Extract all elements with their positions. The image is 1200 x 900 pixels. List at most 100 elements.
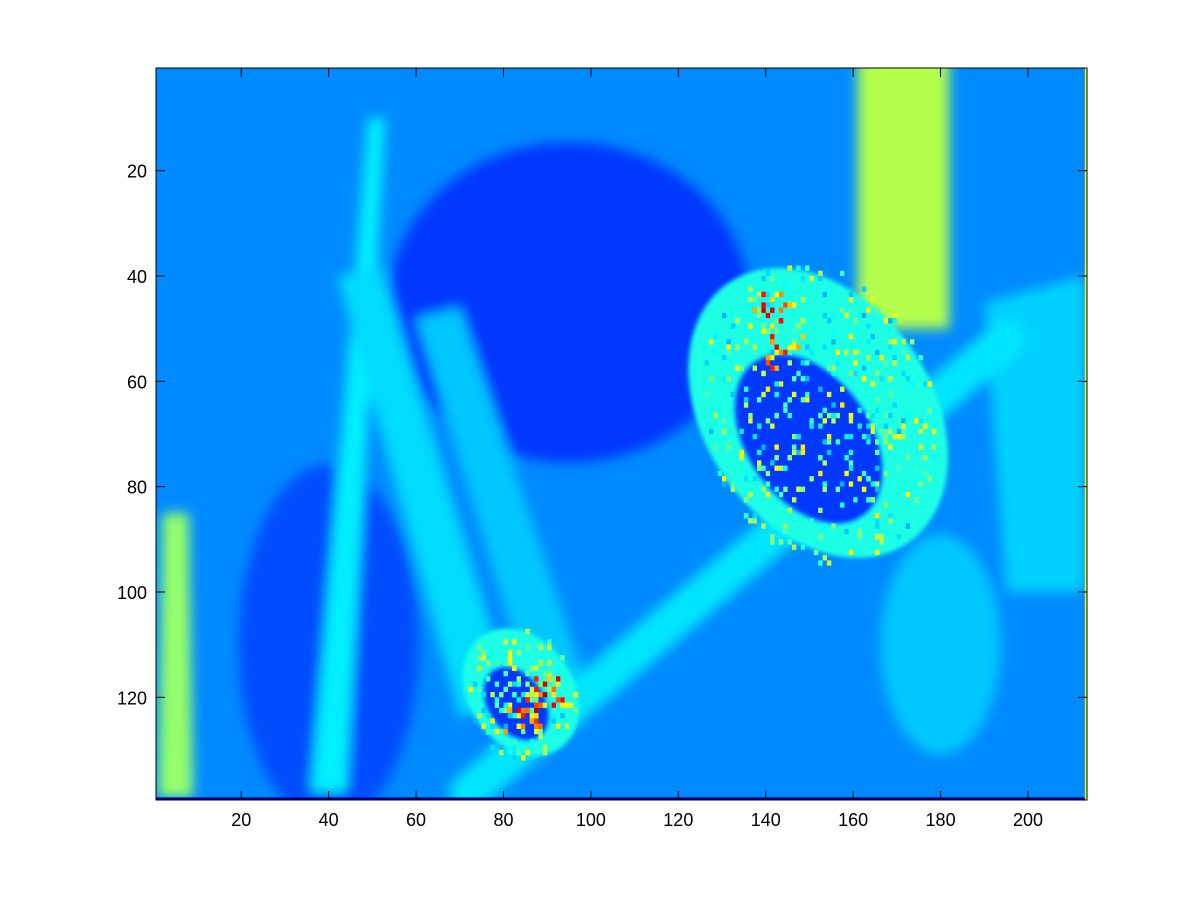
speckle-pixel — [778, 491, 784, 498]
speckle-pixel — [748, 418, 753, 424]
speckle-pixel — [875, 328, 880, 334]
speckle-pixel — [547, 686, 552, 693]
hot-pixel — [555, 697, 561, 703]
speckle-pixel — [848, 449, 854, 456]
speckle-pixel — [800, 376, 806, 382]
speckle-pixel — [726, 376, 731, 382]
speckle-pixel — [905, 491, 910, 498]
speckle-pixel — [761, 523, 766, 529]
speckle-pixel — [499, 692, 504, 698]
speckle-pixel — [822, 291, 827, 298]
speckle-pixel — [477, 655, 482, 661]
speckle-pixel — [743, 386, 749, 392]
speckle-pixel — [918, 418, 924, 424]
speckle-pixel — [875, 512, 880, 519]
speckle-pixel — [564, 723, 570, 729]
speckle-pixel — [857, 349, 862, 356]
speckle-pixel — [931, 455, 937, 461]
speckle-pixel — [879, 428, 884, 434]
hot-spot — [752, 291, 792, 329]
hot-pixel — [761, 291, 766, 298]
speckle-pixel — [534, 665, 539, 671]
speckle-pixel — [756, 423, 762, 429]
speckle-pixel — [901, 423, 906, 429]
speckle-pixel — [547, 670, 552, 677]
speckle-pixel — [818, 423, 823, 429]
hot-pixel — [770, 365, 775, 371]
speckle-pixel — [761, 486, 766, 492]
speckle-pixel — [870, 512, 876, 519]
speckle-pixel — [765, 491, 771, 498]
hot-pixel-peak — [783, 349, 788, 356]
speckle-pixel — [892, 312, 897, 319]
hot-pixel — [761, 302, 766, 308]
speckle-pixel — [481, 707, 487, 714]
speckle-pixel — [542, 749, 548, 756]
speckle-pixel — [835, 355, 841, 361]
speckle-pixel — [905, 355, 910, 361]
hot-pixel — [529, 718, 535, 724]
y-tick-label: 100 — [117, 583, 147, 603]
speckle-pixel — [507, 655, 513, 661]
speckle-pixel — [756, 449, 762, 456]
speckle-pixel — [783, 281, 788, 287]
speckle-pixel — [752, 476, 757, 482]
speckle-pixel — [743, 476, 749, 482]
hot-pixel — [525, 697, 530, 703]
speckle-pixel — [866, 423, 871, 429]
speckle-pixel — [560, 655, 565, 661]
speckle-pixel — [892, 318, 897, 324]
speckle-pixel — [892, 339, 897, 345]
x-tick-label: 20 — [231, 810, 251, 830]
speckle-pixel — [555, 723, 561, 729]
speckle-pixel — [857, 476, 862, 482]
speckle-pixel — [481, 723, 487, 729]
speckle-pixel — [875, 465, 880, 471]
speckle-pixel — [901, 370, 906, 377]
speckle-pixel — [848, 481, 854, 487]
speckle-pixel — [791, 302, 797, 308]
y-tick-label: 40 — [127, 267, 147, 287]
speckle-pixel — [761, 276, 766, 282]
x-tick-label: 60 — [406, 810, 426, 830]
speckle-pixel — [888, 512, 893, 519]
speckle-pixel — [870, 497, 876, 503]
speckle-pixel — [730, 391, 736, 398]
speckle-pixel — [783, 528, 788, 535]
speckle-pixel — [547, 644, 552, 650]
speckle-pixel — [805, 344, 810, 350]
hot-pixel — [507, 707, 513, 714]
speckle-pixel — [551, 676, 556, 682]
speckle-pixel — [866, 476, 871, 482]
speckle-pixel — [892, 518, 897, 524]
speckle-pixel — [472, 681, 478, 687]
speckle-pixel — [822, 407, 827, 413]
speckle-pixel — [512, 692, 517, 698]
speckle-pixel — [866, 339, 871, 345]
speckle-pixel — [477, 665, 482, 671]
speckle-pixel — [848, 297, 854, 303]
speckle-pixel — [914, 497, 919, 503]
speckle-pixel — [722, 355, 727, 361]
hot-spot — [503, 702, 543, 735]
speckle-pixel — [722, 481, 727, 487]
speckle-pixel — [822, 523, 827, 529]
speckle-pixel — [761, 328, 766, 334]
speckle-pixel — [892, 355, 897, 361]
speckle-pixel — [857, 534, 862, 540]
speckle-pixel — [722, 428, 727, 434]
speckle-pixel — [529, 739, 535, 745]
speckle-pixel — [770, 539, 775, 545]
hot-pixel — [765, 360, 771, 366]
hot-pixel — [770, 297, 775, 303]
speckle-pixel — [853, 497, 858, 503]
speckle-pixel — [783, 328, 788, 334]
speckle-pixel — [529, 665, 535, 671]
speckle-pixel — [529, 686, 535, 693]
speckle-pixel — [516, 681, 521, 687]
bottom-edge-row — [156, 797, 1087, 800]
speckle-pixel — [791, 434, 797, 440]
speckle-pixel — [861, 286, 867, 292]
speckle-pixel — [499, 728, 504, 735]
speckle-pixel — [840, 270, 845, 277]
